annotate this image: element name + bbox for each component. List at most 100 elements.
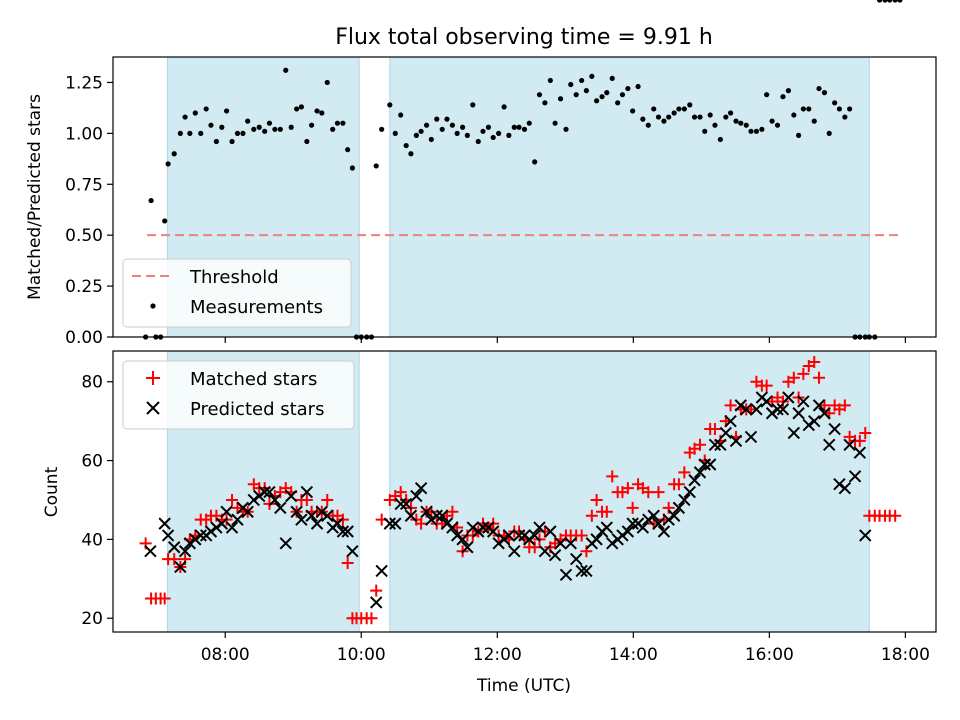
measurement-point — [387, 102, 393, 108]
measurement-point — [187, 130, 193, 136]
measurement-point — [542, 100, 548, 106]
measurement-point — [373, 163, 379, 169]
predicted-star-point — [606, 537, 619, 550]
measurement-point — [676, 106, 682, 112]
bottom-y-tick-label: 60 — [81, 452, 103, 472]
predicted-star-point — [678, 493, 691, 507]
matched-star-point — [678, 466, 691, 479]
measurement-point — [165, 161, 171, 167]
measurement-point — [589, 73, 595, 79]
predicted-star-point — [719, 426, 733, 440]
measurement-point — [661, 118, 667, 124]
predicted-star-point — [435, 509, 449, 522]
predicted-star-point — [295, 513, 308, 526]
measurement-point — [876, 0, 883, 3]
predicted-star-point — [564, 537, 577, 550]
matched-star-point — [787, 371, 800, 384]
predicted-star-point — [389, 517, 402, 530]
predicted-star-point — [204, 525, 218, 538]
predicted-star-point — [744, 430, 758, 444]
predicted-star-point — [220, 505, 233, 519]
predicted-star-point — [174, 560, 187, 574]
predicted-star-point — [290, 505, 303, 519]
predicted-star-point — [750, 403, 763, 416]
predicted-star-point — [253, 489, 266, 503]
predicted-star-point — [797, 395, 810, 408]
measurement-point — [203, 106, 209, 112]
top-x-ticks — [224, 337, 906, 343]
predicted-star-point — [512, 529, 526, 542]
measurement-point — [506, 132, 512, 138]
measurement-point — [842, 114, 848, 120]
measurement-point — [475, 138, 481, 145]
predicted-star-point — [642, 513, 655, 526]
predicted-star-point — [616, 529, 629, 542]
measurement-points — [143, 0, 903, 340]
predicted-star-point — [158, 517, 171, 530]
top-y-axis: 0.00 0.25 0.50 0.75 1.00 1.25 — [65, 73, 113, 348]
measurement-point — [604, 90, 610, 96]
predicted-star-point — [414, 481, 428, 495]
x-tick-label: 14:00 — [609, 645, 658, 665]
matched-star-point — [853, 434, 866, 447]
measurement-point — [490, 134, 496, 141]
matched-star-point — [838, 399, 851, 412]
measurement-point — [439, 126, 445, 132]
measurement-point — [213, 138, 219, 145]
legend-measurements-swatch — [150, 303, 156, 309]
predicted-star-point — [672, 501, 686, 515]
predicted-star-point — [456, 533, 469, 546]
measurement-point — [516, 124, 522, 130]
predicted-star-point — [662, 513, 675, 526]
measurement-point — [557, 96, 564, 102]
predicted-star-point — [523, 533, 536, 546]
matched-star-point — [336, 513, 349, 526]
top-shaded-interval-1 — [389, 56, 870, 338]
bottom-y-axis-label: Count — [42, 466, 62, 517]
predicted-star-point — [729, 434, 743, 448]
measurement-point — [666, 114, 672, 120]
measurement-point — [314, 108, 320, 114]
predicted-star-point — [580, 564, 593, 578]
measurement-point — [640, 116, 646, 122]
matched-star-point — [158, 592, 171, 605]
predicted-star-point — [818, 407, 831, 420]
matched-star-point — [662, 501, 675, 514]
measurement-point — [251, 126, 257, 132]
predicted-star-point — [782, 391, 795, 404]
top-y-tick-label: 0.25 — [65, 277, 103, 297]
measurement-point — [687, 102, 693, 108]
predicted-star-point — [268, 493, 282, 507]
measurement-point — [625, 85, 631, 92]
matched-star-point — [813, 371, 826, 384]
bottom-y-tick-label: 40 — [81, 530, 103, 550]
measurement-point — [245, 118, 251, 124]
predicted-star-point — [487, 525, 500, 538]
predicted-star-point — [683, 485, 696, 499]
predicted-star-point — [341, 525, 354, 538]
predicted-star-point — [189, 533, 202, 546]
matched-star-point — [365, 612, 378, 625]
matched-star-point — [889, 509, 902, 522]
predicted-star-point — [740, 403, 753, 416]
matched-star-point — [642, 486, 655, 499]
matched-star-point — [321, 493, 334, 506]
measurement-point — [547, 77, 553, 84]
predicted-star-point — [559, 568, 573, 582]
matched-star-point — [818, 399, 831, 412]
matched-star-point — [590, 493, 603, 506]
measurement-point — [148, 197, 154, 204]
matched-star-point — [538, 525, 551, 538]
predicted-star-point — [440, 517, 454, 530]
measurement-point — [780, 94, 786, 100]
measurement-point — [800, 106, 806, 112]
predicted-star-point — [476, 521, 490, 534]
predicted-star-point — [346, 545, 359, 558]
measurement-point — [619, 92, 626, 98]
legend-predicted-label: Predicted stars — [190, 399, 324, 420]
measurement-point — [485, 124, 492, 130]
measurement-point — [563, 126, 569, 132]
predicted-star-point — [538, 545, 552, 558]
measurement-point — [266, 120, 273, 126]
predicted-star-point — [404, 509, 418, 522]
